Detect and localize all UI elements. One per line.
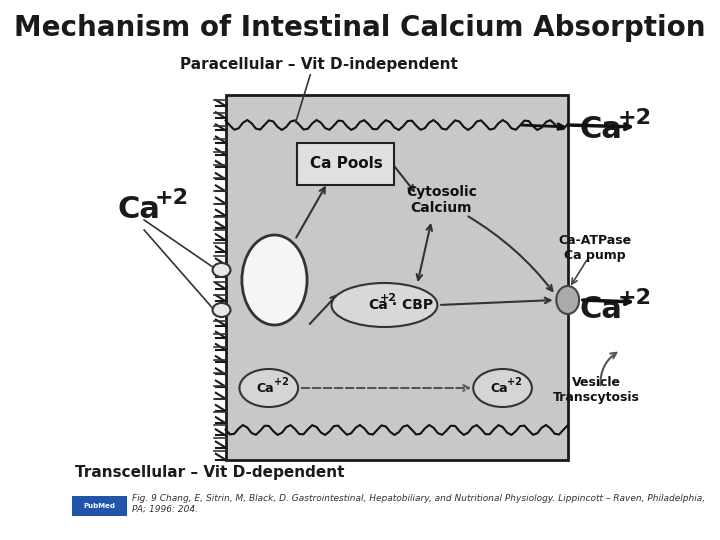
Text: Ca: Ca: [490, 381, 508, 395]
Text: Vesicle
Transcytosis: Vesicle Transcytosis: [553, 376, 639, 404]
Text: +2: +2: [274, 377, 289, 387]
FancyBboxPatch shape: [73, 496, 127, 516]
Ellipse shape: [242, 235, 307, 325]
Text: Ca: Ca: [256, 381, 274, 395]
Text: Cytosolic
Calcium: Cytosolic Calcium: [406, 185, 477, 215]
Text: Transcellular – Vit D-dependent: Transcellular – Vit D-dependent: [75, 464, 344, 480]
Ellipse shape: [212, 303, 230, 317]
Ellipse shape: [331, 283, 437, 327]
Ellipse shape: [212, 263, 230, 277]
Text: Paracellular – Vit D-independent: Paracellular – Vit D-independent: [180, 57, 458, 72]
Text: Ca Pools: Ca Pools: [310, 157, 382, 172]
Text: Ca: Ca: [580, 295, 623, 325]
Text: +2: +2: [618, 288, 652, 308]
Text: +2: +2: [380, 293, 397, 303]
Text: · CBP: · CBP: [387, 298, 433, 312]
Text: Ca-ATPase
Ca pump: Ca-ATPase Ca pump: [558, 234, 631, 262]
Ellipse shape: [240, 369, 298, 407]
Text: Ca: Ca: [368, 298, 388, 312]
Text: Ca: Ca: [580, 116, 623, 145]
Ellipse shape: [473, 369, 532, 407]
Text: Mechanism of Intestinal Calcium Absorption: Mechanism of Intestinal Calcium Absorpti…: [14, 14, 706, 42]
Text: Ca: Ca: [117, 195, 160, 225]
Text: Fig. 9 Chang, E, Sitrin, M, Black, D. Gastrointestinal, Hepatobiliary, and Nutri: Fig. 9 Chang, E, Sitrin, M, Black, D. Ga…: [132, 494, 705, 514]
FancyBboxPatch shape: [297, 143, 395, 185]
Ellipse shape: [557, 286, 579, 314]
Text: +2: +2: [508, 377, 522, 387]
Text: +2: +2: [155, 188, 189, 208]
Text: PubMed: PubMed: [84, 503, 115, 509]
Text: +2: +2: [618, 108, 652, 128]
FancyBboxPatch shape: [225, 95, 567, 460]
